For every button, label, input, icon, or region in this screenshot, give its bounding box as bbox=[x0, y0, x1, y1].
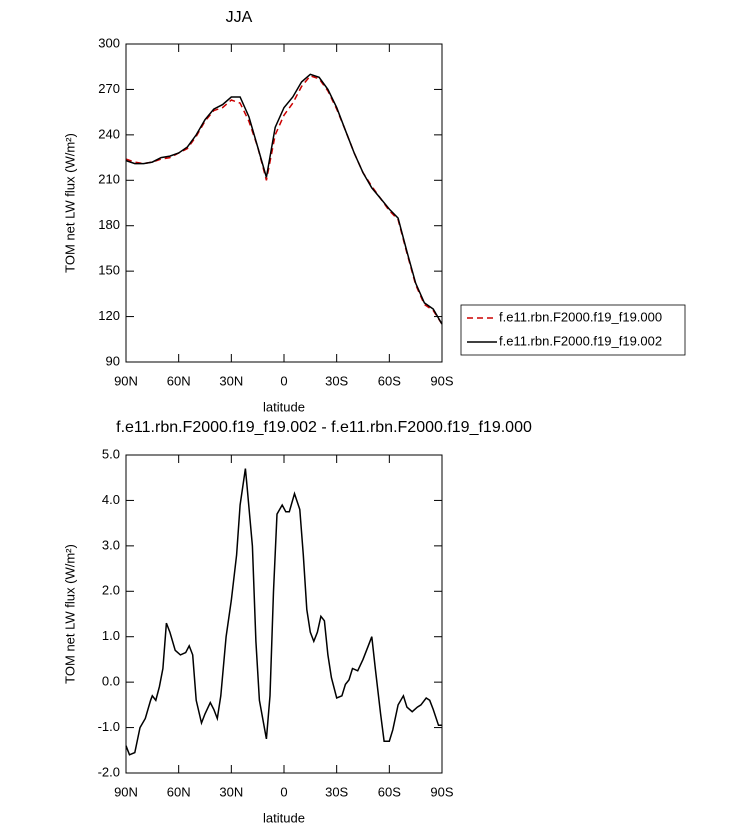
legend-label: f.e11.rbn.F2000.f19_f19.000 bbox=[499, 309, 662, 324]
y-tick-label: 210 bbox=[98, 172, 120, 187]
x-axis-label: latitude bbox=[263, 810, 305, 825]
y-tick-label: -1.0 bbox=[98, 719, 120, 734]
x-tick-label: 0 bbox=[280, 373, 287, 388]
y-tick-label: 150 bbox=[98, 263, 120, 278]
y-tick-label: 180 bbox=[98, 217, 120, 232]
y-tick-label: 5.0 bbox=[102, 446, 120, 461]
y-tick-label: 90 bbox=[106, 353, 120, 368]
x-tick-label: 60N bbox=[167, 373, 191, 388]
x-tick-label: 90N bbox=[114, 784, 138, 799]
x-tick-label: 60S bbox=[378, 373, 401, 388]
x-tick-label: 30N bbox=[219, 784, 243, 799]
y-tick-label: 300 bbox=[98, 35, 120, 50]
chart-title: f.e11.rbn.F2000.f19_f19.002 - f.e11.rbn.… bbox=[116, 419, 532, 436]
y-tick-label: 1.0 bbox=[102, 628, 120, 643]
chart-title: JJA bbox=[226, 9, 253, 26]
y-tick-label: 270 bbox=[98, 81, 120, 96]
legend-box bbox=[460, 304, 686, 356]
y-tick-label: 2.0 bbox=[102, 583, 120, 598]
x-tick-label: 0 bbox=[280, 784, 287, 799]
x-tick-label: 90N bbox=[114, 373, 138, 388]
x-tick-label: 60N bbox=[167, 784, 191, 799]
data-line bbox=[125, 468, 442, 756]
y-tick-label: 3.0 bbox=[102, 537, 120, 552]
y-axis-label: TOM net LW flux (W/m²) bbox=[62, 544, 77, 684]
y-axis-label: TOM net LW flux (W/m²) bbox=[62, 133, 77, 273]
y-tick-label: -2.0 bbox=[98, 764, 120, 779]
y-tick-label: 4.0 bbox=[102, 492, 120, 507]
legend-label: f.e11.rbn.F2000.f19_f19.002 bbox=[499, 333, 662, 348]
y-tick-label: 240 bbox=[98, 126, 120, 141]
data-line bbox=[125, 74, 443, 325]
plot-frame bbox=[125, 454, 443, 774]
x-tick-label: 30N bbox=[219, 373, 243, 388]
x-axis-label: latitude bbox=[263, 399, 305, 414]
x-tick-label: 30S bbox=[325, 373, 348, 388]
x-tick-label: 90S bbox=[430, 373, 453, 388]
y-tick-label: 120 bbox=[98, 308, 120, 323]
x-tick-label: 90S bbox=[430, 784, 453, 799]
plot-frame bbox=[125, 43, 443, 363]
x-tick-label: 30S bbox=[325, 784, 348, 799]
x-tick-label: 60S bbox=[378, 784, 401, 799]
data-line bbox=[125, 73, 443, 325]
y-tick-label: 0.0 bbox=[102, 674, 120, 689]
